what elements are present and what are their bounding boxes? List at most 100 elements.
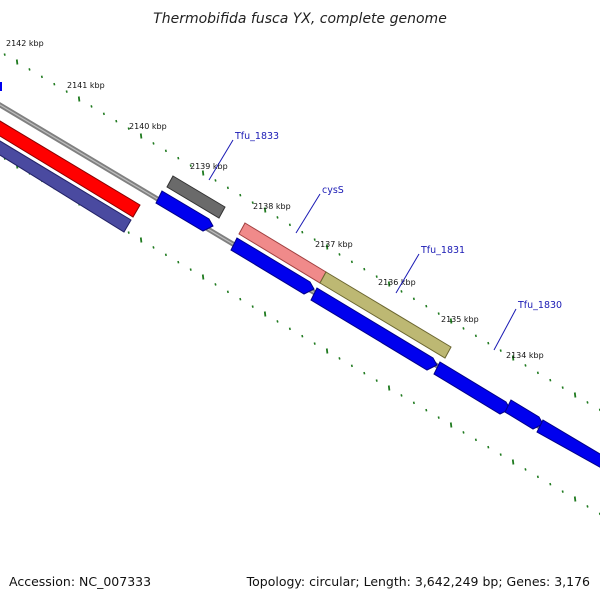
outer-tick-mark [350, 260, 353, 264]
outer-tick-mark [400, 290, 403, 293]
inner-tick-mark [201, 274, 205, 280]
inner-tick-mark [325, 348, 329, 354]
feature-olive-cds-1831[interactable] [319, 271, 452, 359]
inner-tick-mark [387, 385, 391, 391]
inner-tick-mark [375, 379, 378, 382]
inner-tick-mark [177, 260, 180, 264]
inner-tick-mark [239, 297, 242, 301]
inner-tick-mark [214, 283, 217, 286]
outer-tick-mark [511, 355, 515, 361]
outer-tick-mark [152, 142, 155, 145]
inner-tick-mark [301, 334, 304, 338]
outer-tick-mark [3, 53, 6, 56]
outer-tick-mark [263, 207, 267, 213]
outer-tick-mark [313, 238, 316, 241]
gene-label-tfu1830[interactable]: Tfu_1830 [517, 300, 562, 311]
inner-tick-mark [561, 490, 564, 493]
outer-tick-mark [65, 90, 68, 93]
gene-labels: Tfu_1833 cysS Tfu_1831 Tfu_1830 [208, 131, 562, 351]
accession-text: Accession: NC_007333 [9, 574, 151, 589]
outer-tick-mark [487, 341, 490, 345]
kbp-label-2140: 2140 kbp [129, 122, 167, 131]
inner-tick-mark [251, 305, 254, 308]
outer-tick-mark [164, 149, 167, 153]
outer-tick-mark [226, 186, 229, 190]
feature-blue-cds-c[interactable] [433, 361, 511, 415]
outer-tick-mark [462, 327, 465, 330]
inner-tick-mark [474, 438, 477, 442]
kbp-label-2136: 2136 kbp [378, 278, 416, 287]
inner-tick-mark [425, 408, 428, 412]
outer-tick-mark [425, 304, 428, 308]
feature-blue-cds-a[interactable] [230, 237, 315, 295]
outer-tick-mark [90, 105, 93, 108]
outer-tick-mark [139, 133, 143, 139]
inner-tick-mark [363, 371, 366, 375]
kbp-label-2139: 2139 kbp [190, 162, 228, 171]
outer-tick-mark [301, 230, 304, 234]
outer-tick-mark [586, 401, 589, 404]
inner-tick-mark [164, 253, 167, 257]
inner-tick-mark [152, 246, 155, 249]
kbp-label-2137: 2137 kbp [315, 240, 353, 249]
inner-tick-mark [487, 445, 490, 449]
inner-tick-mark [350, 364, 353, 368]
feature-slate-cds[interactable] [0, 138, 132, 233]
outer-tick-mark [449, 318, 453, 324]
outer-tick-mark [102, 112, 105, 116]
inner-tick-mark [226, 290, 229, 294]
outer-tick-mark [375, 275, 378, 278]
inner-tick-mark [313, 342, 316, 345]
leader-line-tfu1830 [493, 308, 517, 351]
outer-tick-mark [499, 349, 502, 352]
feature-blue-cds-b[interactable] [310, 287, 438, 371]
outer-tick-mark [15, 59, 19, 65]
outer-tick-mark [239, 193, 242, 197]
inner-tick-mark [189, 268, 192, 271]
outer-tick-mark [524, 364, 527, 367]
inner-tick-mark [400, 394, 403, 397]
inner-tick-mark [437, 416, 440, 419]
outer-tick-mark [561, 386, 564, 389]
map-title: Thermobifida fusca YX, complete genome [153, 11, 447, 27]
kbp-label-2134: 2134 kbp [506, 351, 544, 360]
outer-tick-mark [412, 297, 415, 301]
inner-tick-mark [412, 401, 415, 405]
gene-label-tfu1833[interactable]: Tfu_1833 [234, 131, 279, 142]
gene-label-tfu1831[interactable]: Tfu_1831 [420, 245, 465, 256]
outer-tick-mark [338, 253, 341, 256]
outer-tick-mark [40, 75, 43, 79]
outer-tick-mark [201, 170, 205, 176]
outer-tick-mark [177, 156, 180, 160]
outer-tick-mark [189, 164, 192, 167]
inner-tick-mark [499, 453, 502, 456]
inner-tick-mark [449, 422, 453, 428]
outer-tick-mark [115, 119, 118, 123]
inner-tick-mark [338, 357, 341, 360]
inner-tick-mark [549, 482, 552, 486]
inner-tick-mark [462, 431, 465, 434]
kbp-label-2141: 2141 kbp [67, 81, 105, 90]
gene-label-cyss[interactable]: cysS [322, 185, 344, 196]
outer-tick-mark [387, 281, 391, 287]
outer-tick-mark [474, 334, 477, 338]
feature-gray-cds[interactable] [166, 175, 226, 219]
outer-tick-mark [251, 201, 254, 204]
feature-red-cds[interactable] [0, 118, 141, 218]
inner-tick-mark [511, 459, 515, 465]
inner-tick-mark [263, 311, 267, 317]
feature-blue-cds-1833[interactable] [155, 190, 214, 232]
feature-blue-cds-e[interactable] [536, 419, 600, 470]
outer-tick-mark [549, 378, 552, 382]
inner-tick-mark [586, 505, 589, 508]
inner-tick-mark [276, 320, 279, 323]
outer-tick-mark [363, 267, 366, 271]
outer-tick-mark [53, 82, 56, 86]
outer-tick-mark [437, 312, 440, 315]
inner-tick-mark [573, 496, 577, 502]
feature-blue-cds-d[interactable] [504, 399, 544, 430]
leader-line-tfu1831 [395, 253, 420, 294]
outer-tick-mark [28, 68, 31, 71]
outer-tick-mark [214, 179, 217, 182]
inner-tick-mark [536, 475, 539, 479]
